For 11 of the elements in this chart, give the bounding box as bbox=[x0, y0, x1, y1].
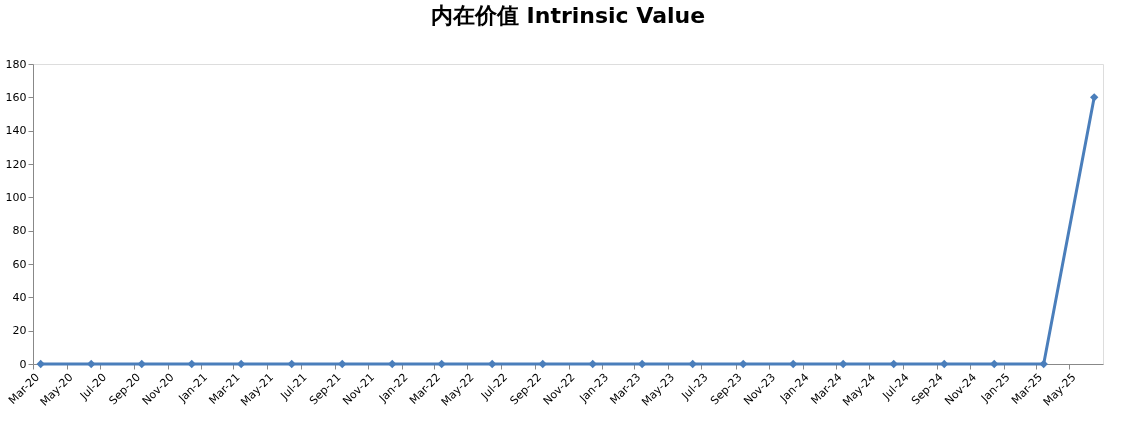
y-tick-label: 100 bbox=[5, 190, 27, 204]
y-tick-label: 0 bbox=[19, 357, 27, 371]
y-tick-label: 40 bbox=[12, 290, 27, 304]
chart-title: 内在价值 Intrinsic Value bbox=[430, 3, 706, 28]
y-tick-label: 20 bbox=[12, 324, 27, 338]
y-tick-label: 160 bbox=[5, 90, 27, 104]
y-tick-label: 120 bbox=[5, 157, 27, 171]
y-tick-label: 180 bbox=[5, 57, 27, 71]
y-tick-label: 60 bbox=[12, 257, 27, 271]
y-tick-label: 140 bbox=[5, 124, 27, 138]
y-tick-label: 80 bbox=[12, 224, 27, 238]
